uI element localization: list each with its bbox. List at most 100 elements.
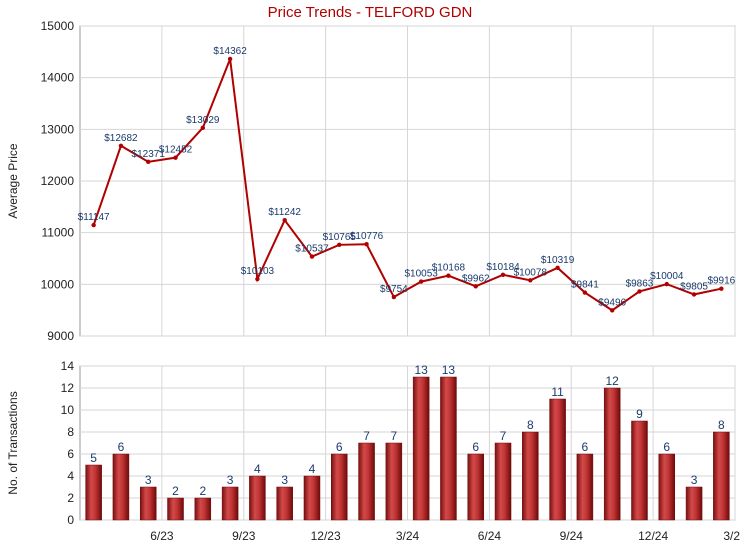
transaction-bar — [576, 453, 594, 521]
price-point — [391, 294, 397, 300]
bar-data-label: 9 — [636, 407, 643, 421]
price-point — [255, 276, 260, 282]
bar-data-label: 13 — [442, 363, 456, 377]
transaction-bar — [139, 486, 157, 521]
y-tick-label: 0 — [67, 513, 74, 527]
bar-data-label: 6 — [663, 440, 670, 454]
chart-title: Price Trends - TELFORD GDN — [267, 4, 473, 21]
price-data-label: $12452 — [159, 145, 193, 156]
price-data-label: $9496 — [598, 297, 626, 308]
price-point — [418, 279, 424, 284]
price-point — [364, 242, 369, 247]
price-data-label: $14362 — [213, 46, 247, 57]
bar-data-label: 8 — [527, 418, 534, 432]
bar-data-label: 3 — [281, 473, 288, 487]
price-point — [337, 242, 342, 248]
bar-data-label: 13 — [414, 363, 428, 377]
price-data-label: $10103 — [241, 266, 275, 277]
price-data-label: $10078 — [514, 267, 548, 278]
price-point — [609, 308, 615, 313]
price-data-label: $10776 — [350, 231, 384, 242]
y-tick-label: 15000 — [41, 19, 75, 33]
y-tick-label: 8 — [67, 425, 74, 439]
price-point — [309, 254, 315, 259]
x-tick-label: 3/25 — [723, 529, 740, 543]
transaction-bar — [631, 420, 648, 521]
bar-data-label: 6 — [582, 440, 589, 454]
y-tick-label: 9000 — [47, 329, 74, 343]
transaction-bar — [412, 376, 430, 521]
bar-data-label: 11 — [551, 385, 564, 399]
transaction-bar — [685, 486, 703, 521]
price-point — [691, 292, 697, 297]
transaction-bar — [494, 442, 512, 521]
transaction-bar — [221, 486, 239, 521]
price-data-label: $11147 — [78, 212, 110, 223]
bar-data-label: 4 — [254, 462, 261, 476]
transaction-bar — [658, 453, 676, 521]
price-data-label: $13029 — [186, 115, 220, 126]
transaction-bar — [549, 398, 566, 521]
price-data-label: $10184 — [486, 262, 520, 273]
bar-data-label: 6 — [472, 440, 479, 454]
price-data-label: $9805 — [680, 281, 708, 292]
price-data-label: $9754 — [380, 284, 408, 295]
transaction-bar — [249, 475, 266, 521]
x-tick-label: 12/24 — [638, 529, 668, 543]
transaction-bar — [522, 431, 539, 521]
y-tick-label: 14000 — [41, 71, 75, 85]
price-data-label: $9841 — [571, 280, 599, 291]
price-data-label: $12371 — [132, 149, 166, 160]
transaction-bar — [167, 497, 184, 521]
transaction-bar — [358, 442, 375, 521]
y-tick-label: 11000 — [42, 226, 75, 240]
price-point — [582, 290, 588, 295]
price-point — [282, 217, 287, 223]
price-data-label: $10004 — [650, 271, 684, 282]
y-axis-title: Average Price — [6, 143, 20, 218]
price-data-label: $12682 — [104, 133, 138, 144]
bar-data-label: 3 — [145, 473, 152, 487]
price-point — [664, 281, 669, 287]
price-point — [528, 278, 533, 283]
price-point — [719, 286, 724, 291]
bar-data-label: 6 — [336, 440, 343, 454]
x-tick-label: 3/24 — [396, 529, 420, 543]
y-axis-title: No. of Transactions — [6, 391, 20, 494]
x-tick-label: 6/24 — [478, 529, 502, 543]
transaction-bar — [85, 464, 102, 521]
y-tick-label: 14 — [61, 359, 75, 373]
y-tick-label: 6 — [67, 447, 74, 461]
bar-data-label: 2 — [172, 484, 179, 498]
bar-data-label: 3 — [691, 473, 698, 487]
bar-data-label: 4 — [309, 462, 316, 476]
price-data-label: $9916 — [707, 276, 735, 287]
price-data-label: $11242 — [268, 207, 301, 218]
bar-data-label: 8 — [718, 418, 725, 432]
transaction-bar — [112, 453, 130, 521]
price-data-label: $10765 — [323, 232, 357, 243]
y-tick-label: 13000 — [41, 122, 75, 136]
price-point — [473, 284, 478, 289]
price-point — [500, 272, 506, 278]
price-point — [227, 56, 233, 62]
price-data-label: $10168 — [432, 263, 466, 274]
bar-data-label: 7 — [363, 429, 370, 443]
y-tick-label: 4 — [67, 469, 74, 483]
transaction-bar — [440, 376, 457, 521]
price-data-label: $10053 — [404, 269, 438, 280]
bar-data-label: 7 — [500, 429, 507, 443]
y-tick-label: 10000 — [41, 277, 75, 291]
x-tick-label: 9/24 — [560, 529, 584, 543]
transactions-bar-chart: 0 2 4 6 8 10 12 14 6/23 9/23 12/23 3/24 6/24 9/24 12/2… — [6, 359, 740, 543]
y-tick-label: 12 — [61, 381, 75, 395]
bar-data-label: 2 — [199, 484, 206, 498]
price-data-label: $9962 — [462, 273, 490, 284]
transaction-bar — [331, 453, 348, 521]
price-line-chart: 9000 10000 11000 12000 13000 14000 15000 Averag… — [6, 19, 736, 343]
bar-data-label: 6 — [118, 440, 125, 454]
price-point — [173, 155, 178, 160]
transaction-bar — [467, 453, 484, 521]
x-tick-label: 9/23 — [232, 529, 256, 543]
